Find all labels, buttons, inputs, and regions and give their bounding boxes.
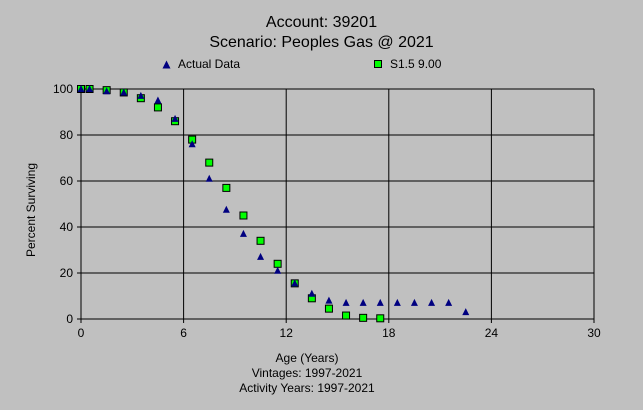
y-tick-label: 40 — [60, 220, 74, 234]
actual-point — [325, 296, 333, 304]
actual-point — [410, 298, 418, 306]
y-tick-label: 60 — [60, 174, 74, 188]
actual-point — [171, 114, 179, 122]
x-tick-label: 30 — [587, 326, 601, 340]
curve-point — [153, 103, 162, 112]
legend-item-actual: Actual Data — [162, 57, 240, 71]
actual-point — [308, 289, 316, 297]
x-tick-label: 18 — [382, 326, 396, 340]
y-tick-label: 20 — [60, 266, 74, 280]
x-tick-label: 12 — [280, 326, 294, 340]
y-tick-label: 100 — [53, 82, 73, 96]
curve-point — [342, 311, 351, 320]
x-tick-label: 0 — [78, 326, 85, 340]
actual-point — [359, 298, 367, 306]
actual-point — [188, 140, 196, 148]
legend-label-curve: S1.5 9.00 — [390, 57, 442, 71]
actual-point — [291, 279, 299, 287]
curve-point — [359, 313, 368, 322]
vintages-label: Vintages: 1997-2021 — [251, 366, 363, 380]
activity-years-label: Activity Years: 1997-2021 — [239, 381, 375, 395]
curve-point — [222, 183, 231, 192]
curve-point — [376, 314, 385, 323]
chart-subtitle: Scenario: Peoples Gas @ 2021 — [209, 34, 434, 51]
actual-point — [428, 298, 436, 306]
actual-point — [103, 87, 111, 95]
curve-point — [324, 304, 333, 313]
curve-point — [205, 158, 214, 167]
actual-point — [86, 85, 94, 92]
y-tick-label: 80 — [60, 128, 74, 142]
actual-point — [274, 266, 282, 274]
actual-point — [257, 252, 265, 260]
actual-point — [205, 174, 213, 182]
actual-point — [462, 308, 470, 316]
actual-point — [77, 85, 85, 92]
legend-label-actual: Actual Data — [178, 57, 241, 71]
chart-title: Account: 39201 — [265, 14, 378, 31]
actual-point — [222, 205, 230, 213]
curve-point — [239, 211, 248, 220]
triangle-marker-icon — [162, 60, 171, 68]
actual-point — [342, 298, 350, 306]
x-tick-label: 24 — [485, 326, 499, 340]
actual-point — [393, 298, 401, 306]
actual-point — [445, 298, 453, 306]
curve-point — [273, 259, 282, 268]
x-tick-label: 6 — [180, 326, 187, 340]
actual-point — [376, 298, 384, 306]
legend-item-curve: S1.5 9.00 — [374, 57, 441, 71]
actual-point — [137, 91, 145, 99]
actual-point — [239, 229, 247, 237]
square-marker-icon — [374, 59, 382, 68]
actual-point — [154, 96, 162, 104]
curve-point — [256, 236, 265, 245]
x-axis-label: Age (Years) — [275, 351, 339, 365]
actual-point — [120, 88, 128, 96]
y-tick-label: 0 — [66, 312, 73, 326]
